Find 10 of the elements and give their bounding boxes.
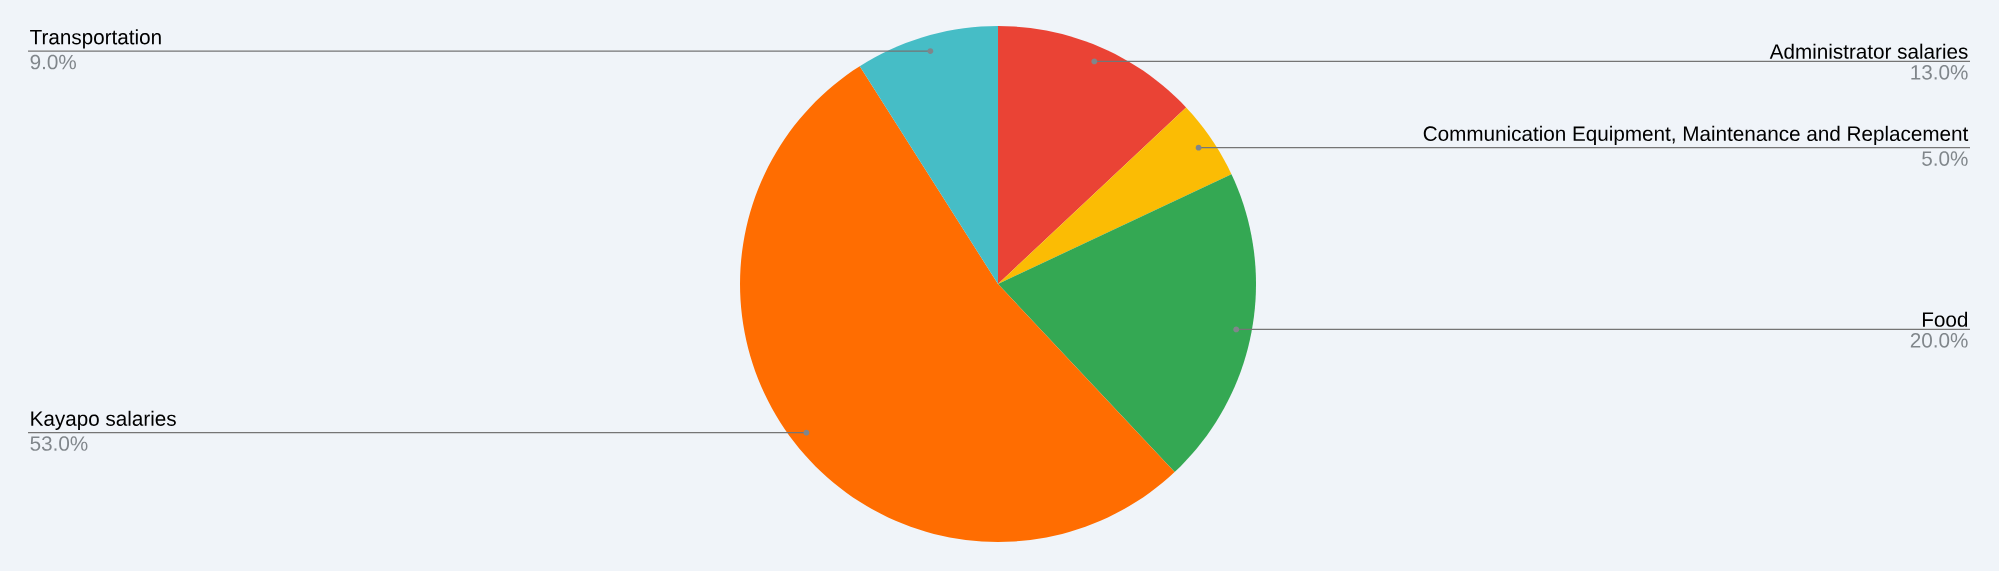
data-label: 5.0% [1922, 151, 1968, 166]
data-label: 9.0% [30, 54, 76, 70]
data-label: 20.0% [1910, 333, 1968, 348]
data-label: 53.0% [30, 436, 88, 451]
slice-label: Administrator salaries [1769, 43, 1968, 59]
slice-label: Transportation [30, 29, 161, 49]
data-label: 13.0% [1911, 65, 1968, 80]
slice-label: Communication Equipment, Maintenance and Replacement [1423, 125, 1969, 146]
slice-label: Food [1922, 311, 1968, 327]
slice-label: Kayapo salaries [31, 410, 176, 431]
